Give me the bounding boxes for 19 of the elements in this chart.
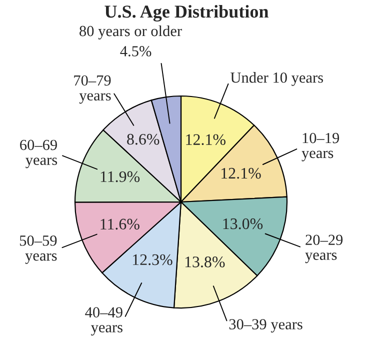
chart-title: U.S. Age Distribution: [104, 5, 268, 22]
data-label: 11.6%: [100, 218, 140, 230]
data-label: 12.3%: [133, 254, 172, 266]
slice-label: 50–59 years: [20, 236, 57, 264]
data-label: 12.1%: [186, 134, 226, 146]
data-label: 12.1%: [222, 168, 261, 179]
slice-label: 40–49 years: [85, 307, 122, 336]
data-label: 4.5%: [120, 46, 152, 56]
slice-label: Under 10 years: [230, 72, 323, 86]
data-label: 8.6%: [127, 134, 160, 145]
slice-label: 10–19 years: [302, 132, 340, 162]
data-label: 13.0%: [223, 218, 263, 230]
slice-label: 80 years or older: [80, 25, 182, 40]
slice-label: 70–79 years: [74, 75, 111, 104]
slice-label: 30–39 years: [229, 319, 302, 333]
data-label: 13.8%: [185, 256, 225, 268]
slice-label: 20–29 years: [305, 234, 343, 264]
slice-label: 60–69 years: [20, 140, 58, 168]
data-label: 11.9%: [100, 171, 140, 182]
